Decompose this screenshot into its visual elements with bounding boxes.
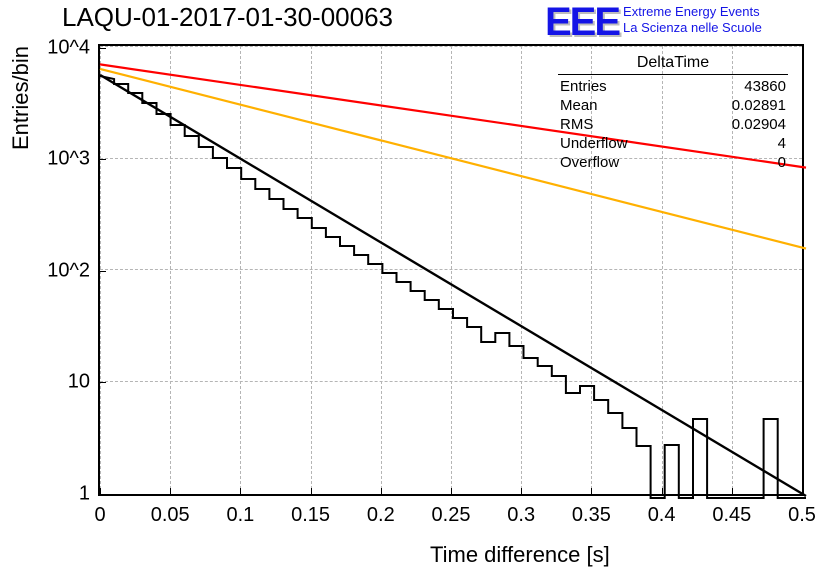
- x-tick-label: 0: [94, 504, 105, 527]
- x-tick-label: 0.3: [507, 504, 535, 527]
- stats-row-underflow: Underflow 4: [558, 134, 788, 153]
- x-tick-label: 0.45: [712, 504, 751, 527]
- x-tick-label: 0.15: [291, 504, 330, 527]
- stats-box-title: DeltaTime: [558, 54, 788, 75]
- x-tick-label: 0.05: [151, 504, 190, 527]
- y-tick-label: 10^2: [35, 259, 90, 282]
- x-tick-label: 0.25: [432, 504, 471, 527]
- x-tick-label: 0.2: [367, 504, 395, 527]
- y-tick-label: 1: [35, 483, 90, 506]
- chart-plot-area: 0 0.05 0.1 0.15 0.2 0.25 0.3 0.35 0.4 0.…: [98, 44, 804, 496]
- stats-box: DeltaTime Entries 43860 Mean 0.02891 RMS…: [558, 54, 788, 172]
- x-tick-label: 0.1: [226, 504, 254, 527]
- x-tick-label: 0.5: [788, 504, 816, 527]
- eee-logo: EEE Extreme Energy Events La Scienza nel…: [545, 2, 762, 42]
- page-title: LAQU-01-2017-01-30-00063: [62, 2, 393, 33]
- y-tick-label: 10^4: [35, 36, 90, 59]
- eee-logo-text: EEE: [545, 2, 619, 42]
- x-axis-label: Time difference [s]: [430, 542, 610, 568]
- x-tick-label: 0.35: [572, 504, 611, 527]
- x-tick-label: 0.4: [648, 504, 676, 527]
- stats-row-mean: Mean 0.02891: [558, 96, 788, 115]
- y-axis-label: Entries/bin: [8, 46, 34, 150]
- y-tick-label: 10^3: [35, 148, 90, 171]
- y-tick-label: 10: [35, 371, 90, 394]
- root-container: LAQU-01-2017-01-30-00063 EEE Extreme Ene…: [0, 0, 836, 572]
- eee-logo-subtitle: Extreme Energy Events La Scienza nelle S…: [623, 4, 762, 37]
- stats-row-entries: Entries 43860: [558, 77, 788, 96]
- stats-row-overflow: Overflow 0: [558, 153, 788, 172]
- stats-row-rms: RMS 0.02904: [558, 115, 788, 134]
